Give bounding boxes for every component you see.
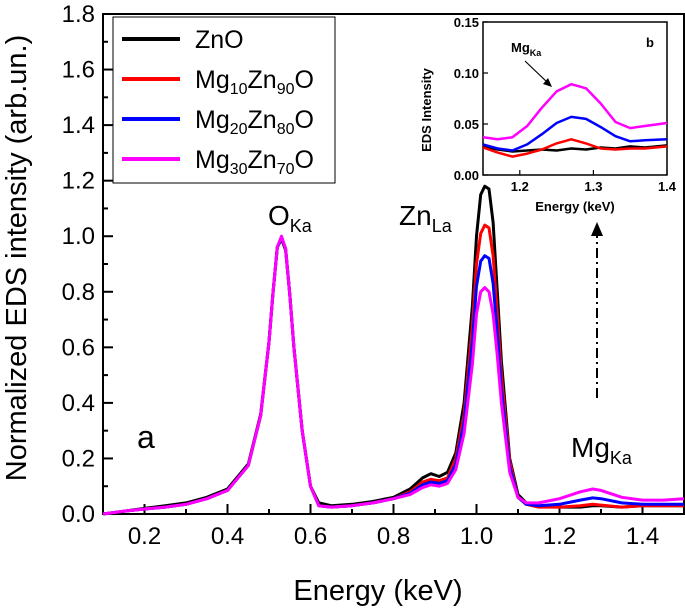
x-tick-label: 1.4 — [626, 523, 659, 550]
inset-y-tick-label: 0.15 — [454, 15, 479, 30]
y-tick-label: 1.0 — [62, 223, 95, 250]
inset-y-axis-title: EDS Intensity — [419, 67, 434, 152]
inset-series-line-1 — [482, 138, 668, 158]
x-tick-label: 0.2 — [128, 523, 161, 550]
x-tick-label: 1.2 — [543, 523, 576, 550]
legend-box — [112, 16, 336, 184]
y-tick-label: 0.0 — [62, 501, 95, 528]
mg-arrow-head — [591, 222, 603, 236]
inset-chart: 1.2 1.3 1.4 0.00 0.05 0.10 0.15 Energy (keV) E… — [419, 15, 677, 214]
y-axis-title: Normalized EDS intensity (arb.un.) — [1, 35, 33, 481]
inset-series-group — [482, 82, 668, 158]
inset-annotation-arrowhead — [543, 78, 552, 87]
panel-label-b: b — [646, 35, 654, 50]
inset-x-tick-label: 1.2 — [511, 179, 529, 194]
inset-series-line-3 — [482, 82, 668, 141]
legend-label-mg10: Mg10Zn90O — [195, 66, 314, 98]
inset-y-tick-label: 0.00 — [454, 168, 479, 183]
inset-x-axis-title: Energy (keV) — [535, 199, 614, 214]
x-tick-label: 0.4 — [211, 523, 244, 550]
inset-series-line-2 — [482, 115, 668, 152]
legend-label-zno: ZnO — [195, 26, 244, 54]
annotation-mg-ka: MgKa — [571, 432, 633, 468]
y-tick-label: 0.8 — [62, 279, 95, 306]
legend-label-mg20: Mg20Zn80O — [195, 106, 314, 138]
annotation-o-ka: OKa — [268, 200, 313, 236]
main-series-group — [102, 184, 685, 516]
main-axes-ticks: 0.2 0.4 0.6 0.8 1.0 1.2 1.4 0.0 0.2 0.4 0.6 0.8 1.0 1… — [62, 1, 660, 550]
series-line-3 — [102, 234, 685, 516]
inset-x-tick-label: 1.3 — [584, 179, 602, 194]
y-tick-label: 0.2 — [62, 445, 95, 472]
y-tick-label: 1.6 — [62, 57, 95, 84]
annotation-zn-la: ZnLa — [399, 200, 453, 236]
legend: ZnO Mg10Zn90O Mg20Zn80O Mg30Zn70O — [112, 16, 336, 184]
x-tick-label: 0.6 — [294, 523, 327, 550]
y-tick-label: 0.6 — [62, 334, 95, 361]
y-tick-label: 1.8 — [62, 1, 95, 28]
inset-axes-ticks: 1.2 1.3 1.4 0.00 0.05 0.10 0.15 — [454, 15, 677, 194]
x-tick-label: 0.8 — [377, 523, 410, 550]
inset-annotation-mg-ka: MgKa — [511, 40, 542, 58]
inset-y-tick-label: 0.05 — [454, 117, 479, 132]
inset-annotation-arrow — [524, 60, 549, 84]
x-tick-label: 1.0 — [460, 523, 493, 550]
inset-y-tick-label: 0.10 — [454, 66, 479, 81]
x-axis-title: Energy (keV) — [293, 575, 462, 607]
y-tick-label: 1.2 — [62, 168, 95, 195]
y-tick-label: 0.4 — [62, 390, 95, 417]
legend-label-mg30: Mg30Zn70O — [195, 146, 314, 178]
inset-x-tick-label: 1.4 — [658, 179, 677, 194]
y-tick-label: 1.4 — [62, 112, 95, 139]
panel-label-a: a — [137, 419, 155, 455]
